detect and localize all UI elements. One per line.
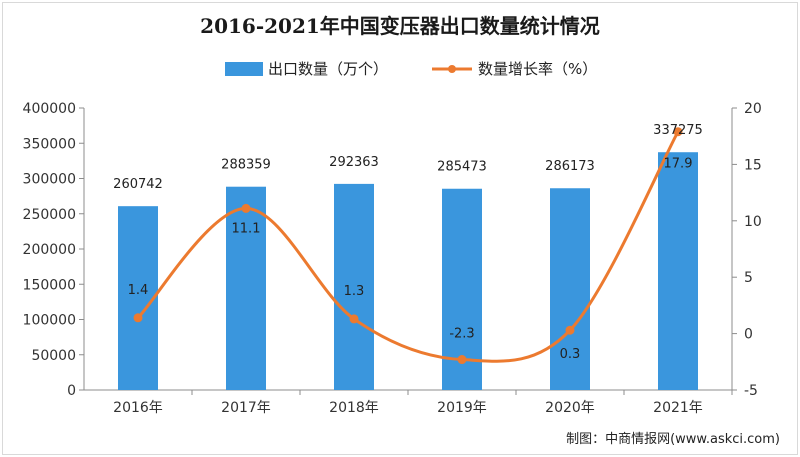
y-right-tick-label: 20 — [744, 101, 762, 117]
growth-value-label: -2.3 — [449, 327, 474, 342]
legend-label-bar: 出口数量（万个） — [268, 60, 388, 78]
growth-line — [133, 127, 683, 365]
y-left-tick-label: 350000 — [23, 136, 76, 152]
y-left-tick-label: 250000 — [23, 207, 76, 223]
y-right-tick-label: 5 — [744, 270, 753, 286]
x-tick-label: 2019年 — [437, 400, 487, 416]
y-left-tick-label: 50000 — [31, 348, 76, 364]
x-tick-label: 2018年 — [329, 400, 379, 416]
legend-swatch-bar — [225, 62, 263, 76]
axes: 0 50000 100000 150000 200000 250000 300000 3500… — [23, 101, 762, 416]
x-tick-label: 2021年 — [653, 400, 703, 416]
y-left-tick-label: 150000 — [23, 277, 76, 293]
growth-value-label: 17.9 — [664, 157, 693, 172]
growth-point — [673, 127, 683, 137]
bar — [550, 188, 590, 390]
bar — [226, 186, 266, 390]
bars — [118, 152, 698, 390]
growth-line-path — [136, 130, 680, 363]
data-labels: 260742 288359 292363 285473 286173 337275 1.4 1… — [113, 123, 703, 362]
legend-marker-growth — [448, 65, 456, 73]
x-tick-label: 2020年 — [545, 400, 595, 416]
growth-point — [241, 203, 251, 213]
growth-value-label: 1.4 — [128, 283, 149, 298]
legend: 出口数量（万个） 数量增长率（%） — [225, 60, 597, 78]
y-right-tick-label: -5 — [744, 383, 758, 399]
growth-point — [133, 313, 143, 323]
growth-value-label: 1.3 — [344, 284, 365, 299]
bar-value-label: 288359 — [221, 158, 271, 173]
y-left-tick-label: 100000 — [23, 313, 76, 329]
bar-value-label: 285473 — [437, 160, 487, 175]
source-note: 制图：中商情报网(www.askci.com) — [566, 432, 780, 447]
bar — [334, 183, 374, 390]
y-left-tick-label: 200000 — [23, 242, 76, 258]
y-right-tick-label: 15 — [744, 157, 762, 173]
chart-title: 2016-2021年中国变压器出口数量统计情况 — [200, 14, 600, 38]
x-tick-label: 2017年 — [221, 400, 271, 416]
growth-point — [565, 325, 575, 335]
growth-point — [349, 314, 359, 324]
y-right-tick-label: 0 — [744, 327, 753, 343]
y-right-tick-label: 10 — [744, 214, 762, 230]
y-left-tick-label: 400000 — [23, 101, 76, 117]
y-left-tick-label: 0 — [67, 383, 76, 399]
growth-value-label: 11.1 — [232, 221, 261, 236]
x-tick-label: 2016年 — [113, 400, 163, 416]
bar-value-label: 337275 — [653, 123, 703, 138]
bar — [118, 206, 158, 390]
growth-point — [457, 355, 467, 365]
legend-label-growth: 数量增长率（%） — [478, 60, 597, 78]
bar-value-label: 286173 — [545, 159, 595, 174]
bar-value-label: 260742 — [113, 177, 163, 192]
bar — [658, 152, 698, 390]
y-left-tick-label: 300000 — [23, 172, 76, 188]
bar-value-label: 292363 — [329, 155, 379, 170]
growth-value-label: 0.3 — [560, 347, 581, 362]
